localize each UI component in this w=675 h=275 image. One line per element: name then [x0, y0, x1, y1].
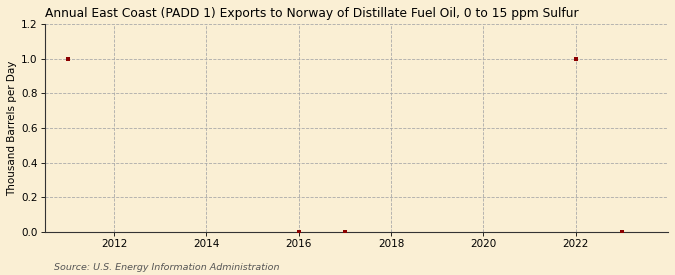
Point [570, 56, 581, 61]
Point [293, 230, 304, 234]
Point [340, 230, 350, 234]
Y-axis label: Thousand Barrels per Day: Thousand Barrels per Day [7, 60, 17, 196]
Point [62, 56, 73, 61]
Point [616, 230, 627, 234]
Text: Annual East Coast (PADD 1) Exports to Norway of Distillate Fuel Oil, 0 to 15 ppm: Annual East Coast (PADD 1) Exports to No… [45, 7, 578, 20]
Text: Source: U.S. Energy Information Administration: Source: U.S. Energy Information Administ… [54, 263, 279, 272]
